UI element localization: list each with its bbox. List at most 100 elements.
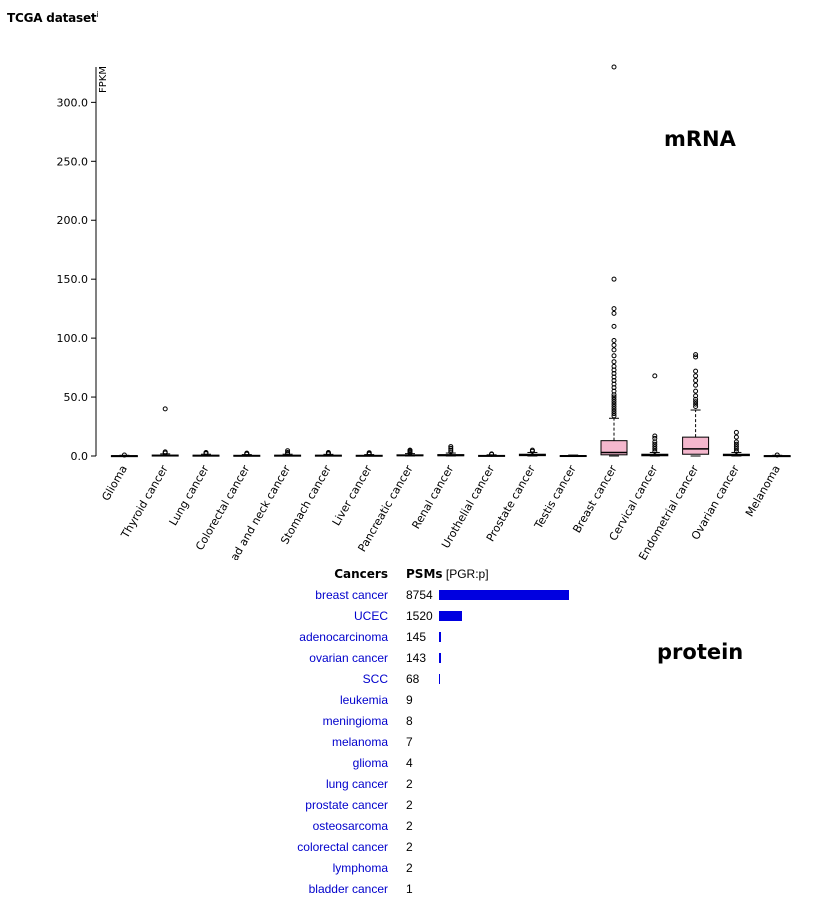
cancer-link[interactable]: osteosarcoma [312, 819, 388, 833]
mrna-label: mRNA [664, 127, 736, 151]
table-row: meningioma 8 [0, 711, 837, 732]
outlier-point [611, 413, 617, 419]
outlier-point [611, 323, 617, 329]
outlier-point [121, 452, 127, 458]
cancer-link[interactable]: melanoma [331, 735, 388, 749]
mrna-box-plot: 0.0 50.0 100.0 150.0 200.0 250.0 300.0 FPKM Gli… [57, 64, 791, 560]
outlier-point [529, 447, 535, 453]
cancer-link[interactable]: ovarian cancer [309, 651, 388, 665]
cancer-link[interactable]: breast cancer [315, 588, 388, 602]
y-tick-label: 250.0 [57, 155, 89, 168]
psm-bar [439, 674, 440, 684]
table-row: breast cancer 8754 [0, 585, 837, 606]
table-row: glioma 4 [0, 753, 837, 774]
table-row: melanoma 7 [0, 732, 837, 753]
box-9 [437, 444, 465, 457]
x-tick-label: Liver cancer [330, 463, 375, 528]
box-1 [110, 452, 138, 458]
table-row: adenocarcinoma 145 [0, 627, 837, 648]
psm-value: 68 [406, 672, 420, 686]
cancer-link[interactable]: SCC [362, 672, 388, 686]
outlier-point [652, 448, 658, 454]
box-iqr [600, 440, 628, 456]
psm-value: 2 [406, 819, 413, 833]
psm-value: 8 [406, 714, 413, 728]
box-11 [518, 447, 546, 457]
box-13 [600, 64, 628, 457]
outlier-point [652, 435, 658, 441]
cancer-link[interactable]: colorectal cancer [297, 840, 388, 854]
cancer-link[interactable]: lung cancer [325, 777, 388, 791]
outlier-point [693, 403, 699, 409]
cancer-link[interactable]: prostate cancer [305, 798, 388, 812]
outlier-point [652, 441, 658, 447]
table-row: leukemia 9 [0, 690, 837, 711]
box-5 [274, 448, 302, 457]
outlier-point [693, 388, 699, 394]
outlier-point [733, 444, 739, 450]
box-10 [478, 451, 506, 457]
y-tick-label: 150.0 [57, 273, 89, 286]
outlier-point [693, 373, 699, 379]
psm-value: 4 [406, 756, 413, 770]
outlier-point [693, 354, 699, 360]
table-row: prostate cancer 2 [0, 795, 837, 816]
psm-value: 2 [406, 798, 413, 812]
box-6 [314, 449, 342, 457]
box-7 [355, 450, 383, 457]
outlier-point [285, 448, 291, 454]
cancer-link[interactable]: lymphoma [332, 861, 388, 875]
cancer-link[interactable]: UCEC [353, 609, 388, 623]
outlier-point [693, 393, 699, 399]
outlier-point [285, 449, 291, 455]
outlier-point [693, 382, 699, 388]
outlier-point [611, 406, 617, 412]
x-tick-label: Renal cancer [409, 463, 456, 532]
y-axis: 0.0 50.0 100.0 150.0 200.0 250.0 300.0 FPKM [57, 66, 110, 463]
psm-value: 7 [406, 735, 413, 749]
x-tick-label: Head and neck cancer [220, 463, 293, 560]
outlier-point [611, 306, 617, 312]
outlier-point [733, 446, 739, 452]
table-row: colorectal cancer 2 [0, 837, 837, 858]
psm-value: 2 [406, 777, 413, 791]
info-mark-icon[interactable]: i [96, 10, 99, 19]
cancer-link[interactable]: meningioma [322, 714, 388, 728]
box-12 [559, 454, 587, 458]
psm-value: 8754 [406, 588, 433, 602]
outlier-point [733, 441, 739, 447]
psm-value: 9 [406, 693, 413, 707]
outlier-point [611, 401, 617, 407]
outlier-point [407, 447, 413, 453]
y-axis-label: FPKM [98, 66, 109, 93]
page-title-text: TCGA dataset [7, 11, 97, 25]
table-row: ovarian cancer 143 [0, 648, 837, 669]
outlier-point [366, 450, 372, 456]
table-row: lung cancer 2 [0, 774, 837, 795]
box-2 [151, 406, 179, 457]
outlier-point [611, 408, 617, 414]
outlier-point [611, 353, 617, 359]
cancer-link[interactable]: adenocarcinoma [299, 630, 388, 644]
cancer-link[interactable]: leukemia [339, 693, 388, 707]
cancer-link[interactable]: bladder cancer [308, 882, 388, 896]
outlier-point [733, 434, 739, 440]
psm-bar [439, 632, 442, 642]
psm-value: 145 [406, 630, 427, 644]
outlier-point [489, 451, 495, 457]
outlier-point [611, 411, 617, 417]
outlier-point [448, 445, 454, 451]
box-14 [641, 373, 669, 457]
x-tick-label: Melanoma [743, 463, 783, 519]
box-3 [192, 449, 220, 457]
outlier-point [611, 363, 617, 369]
psms-column-header: PSMs [PGR:p] [406, 565, 489, 586]
box-iqr [682, 436, 710, 455]
outlier-point [611, 337, 617, 343]
cancer-link[interactable]: glioma [352, 756, 388, 770]
psms-header-label: PSMs [406, 567, 443, 581]
table-row: lymphoma 2 [0, 858, 837, 879]
outlier-point [774, 452, 780, 458]
cancers-column-header: Cancers [334, 567, 388, 581]
